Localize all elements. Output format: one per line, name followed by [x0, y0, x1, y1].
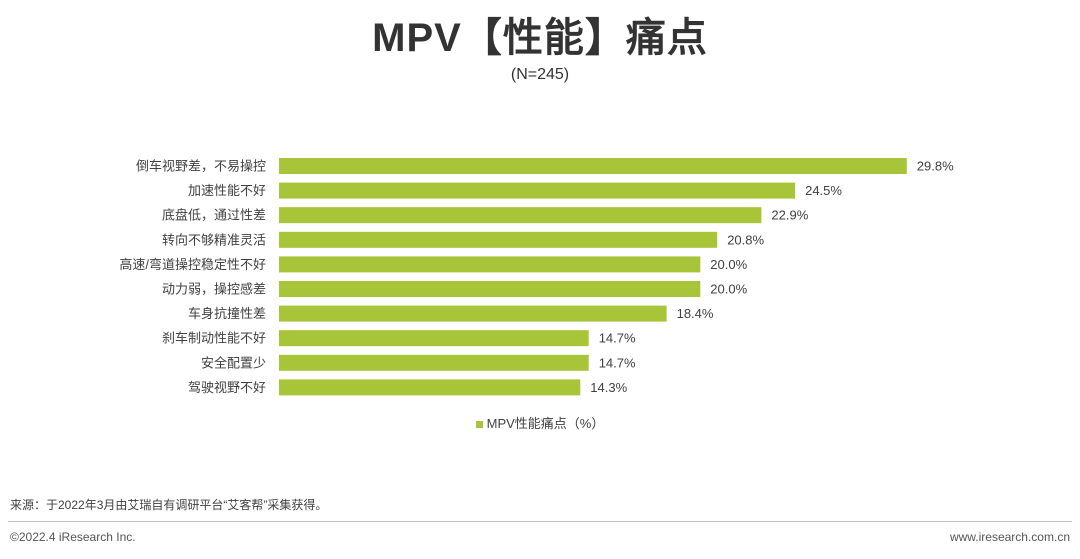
legend: MPV性能痛点（%）: [0, 414, 1080, 434]
copyright-text: ©2022.4 iResearch Inc.: [10, 530, 136, 544]
bar: [279, 281, 701, 297]
value-label: 20.0%: [710, 282, 747, 297]
bar: [279, 182, 796, 199]
value-label: 14.3%: [590, 380, 627, 395]
category-label: 安全配置少: [201, 355, 266, 370]
category-label: 高速/弯道操控稳定性不好: [119, 257, 266, 272]
category-label: 加速性能不好: [188, 183, 266, 198]
bar: [279, 354, 589, 371]
category-label: 底盘低，通过性差: [162, 208, 266, 223]
category-label: 驾驶视野不好: [188, 380, 266, 395]
source-note: 来源：于2022年3月由艾瑞自有调研平台“艾客帮”采集获得。: [10, 498, 328, 512]
website-text: www.iresearch.com.cn: [949, 530, 1070, 544]
chart-subtitle: (N=245): [510, 66, 570, 83]
bar: [279, 305, 667, 322]
value-label: 29.8%: [917, 159, 954, 174]
bar: [279, 330, 589, 347]
category-label: 车身抗撞性差: [188, 306, 266, 321]
value-label: 18.4%: [677, 306, 714, 321]
bar: [279, 379, 581, 396]
value-label: 20.0%: [710, 257, 747, 272]
value-label: 24.5%: [805, 183, 842, 198]
bar: [279, 207, 762, 224]
footer-divider: [8, 521, 1072, 522]
bar-chart: 倒车视野差，不易操控 29.8% 加速性能不好 24.5% 底盘低，通过性差 22.9% 转…: [119, 158, 954, 396]
category-label: 动力弱，操控感差: [162, 282, 266, 297]
value-label: 20.8%: [727, 232, 764, 247]
category-label: 倒车视野差，不易操控: [136, 159, 266, 174]
category-label: 转向不够精准灵活: [162, 232, 266, 247]
chart-title: MPV【性能】痛点: [372, 16, 708, 60]
bar: [279, 158, 907, 174]
legend-swatch: [475, 420, 483, 428]
bar: [279, 256, 701, 273]
legend-label: MPV性能痛点（%）: [486, 416, 605, 431]
value-label: 14.7%: [599, 355, 636, 370]
value-label: 14.7%: [599, 331, 636, 346]
bar: [279, 231, 718, 248]
category-label: 刹车制动性能不好: [162, 331, 266, 346]
value-label: 22.9%: [771, 208, 808, 223]
